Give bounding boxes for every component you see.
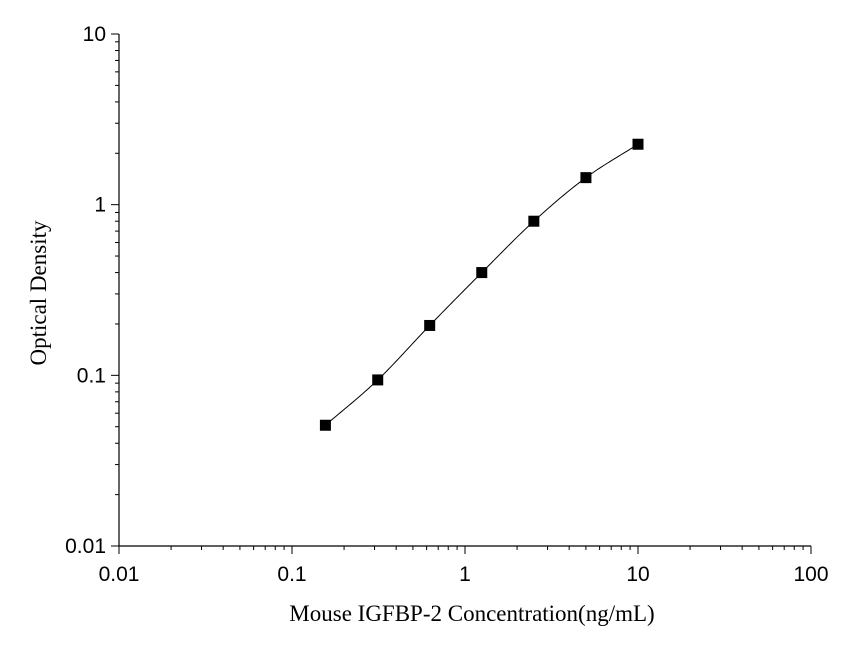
data-point bbox=[632, 138, 644, 150]
x-tick-label: 0.1 bbox=[277, 563, 306, 586]
y-tick-labels: 0.01 0.1 1 10 bbox=[65, 23, 106, 558]
x-tick-label: 0.01 bbox=[99, 563, 140, 586]
x-tick-label: 1 bbox=[459, 563, 471, 586]
y-tick-label: 0.1 bbox=[77, 364, 106, 387]
data-points bbox=[319, 138, 644, 431]
x-tick-label: 100 bbox=[793, 563, 828, 586]
data-point bbox=[476, 267, 488, 279]
y-tick-label: 1 bbox=[94, 194, 106, 217]
y-axis-ticks bbox=[111, 33, 119, 547]
data-point bbox=[528, 215, 540, 227]
data-point bbox=[319, 419, 331, 431]
y-tick-label: 0.01 bbox=[65, 535, 106, 558]
data-point bbox=[424, 319, 436, 331]
data-point bbox=[372, 374, 384, 386]
y-axis-title: Optical Density bbox=[26, 220, 51, 365]
data-point bbox=[580, 172, 592, 184]
x-tick-label: 10 bbox=[626, 563, 649, 586]
x-axis-title: Mouse IGFBP-2 Concentration(ng/mL) bbox=[289, 601, 654, 626]
x-tick-labels: 0.01 0.1 1 10 100 bbox=[99, 563, 829, 586]
x-axis-ticks bbox=[118, 546, 812, 554]
y-tick-label: 10 bbox=[83, 23, 106, 46]
